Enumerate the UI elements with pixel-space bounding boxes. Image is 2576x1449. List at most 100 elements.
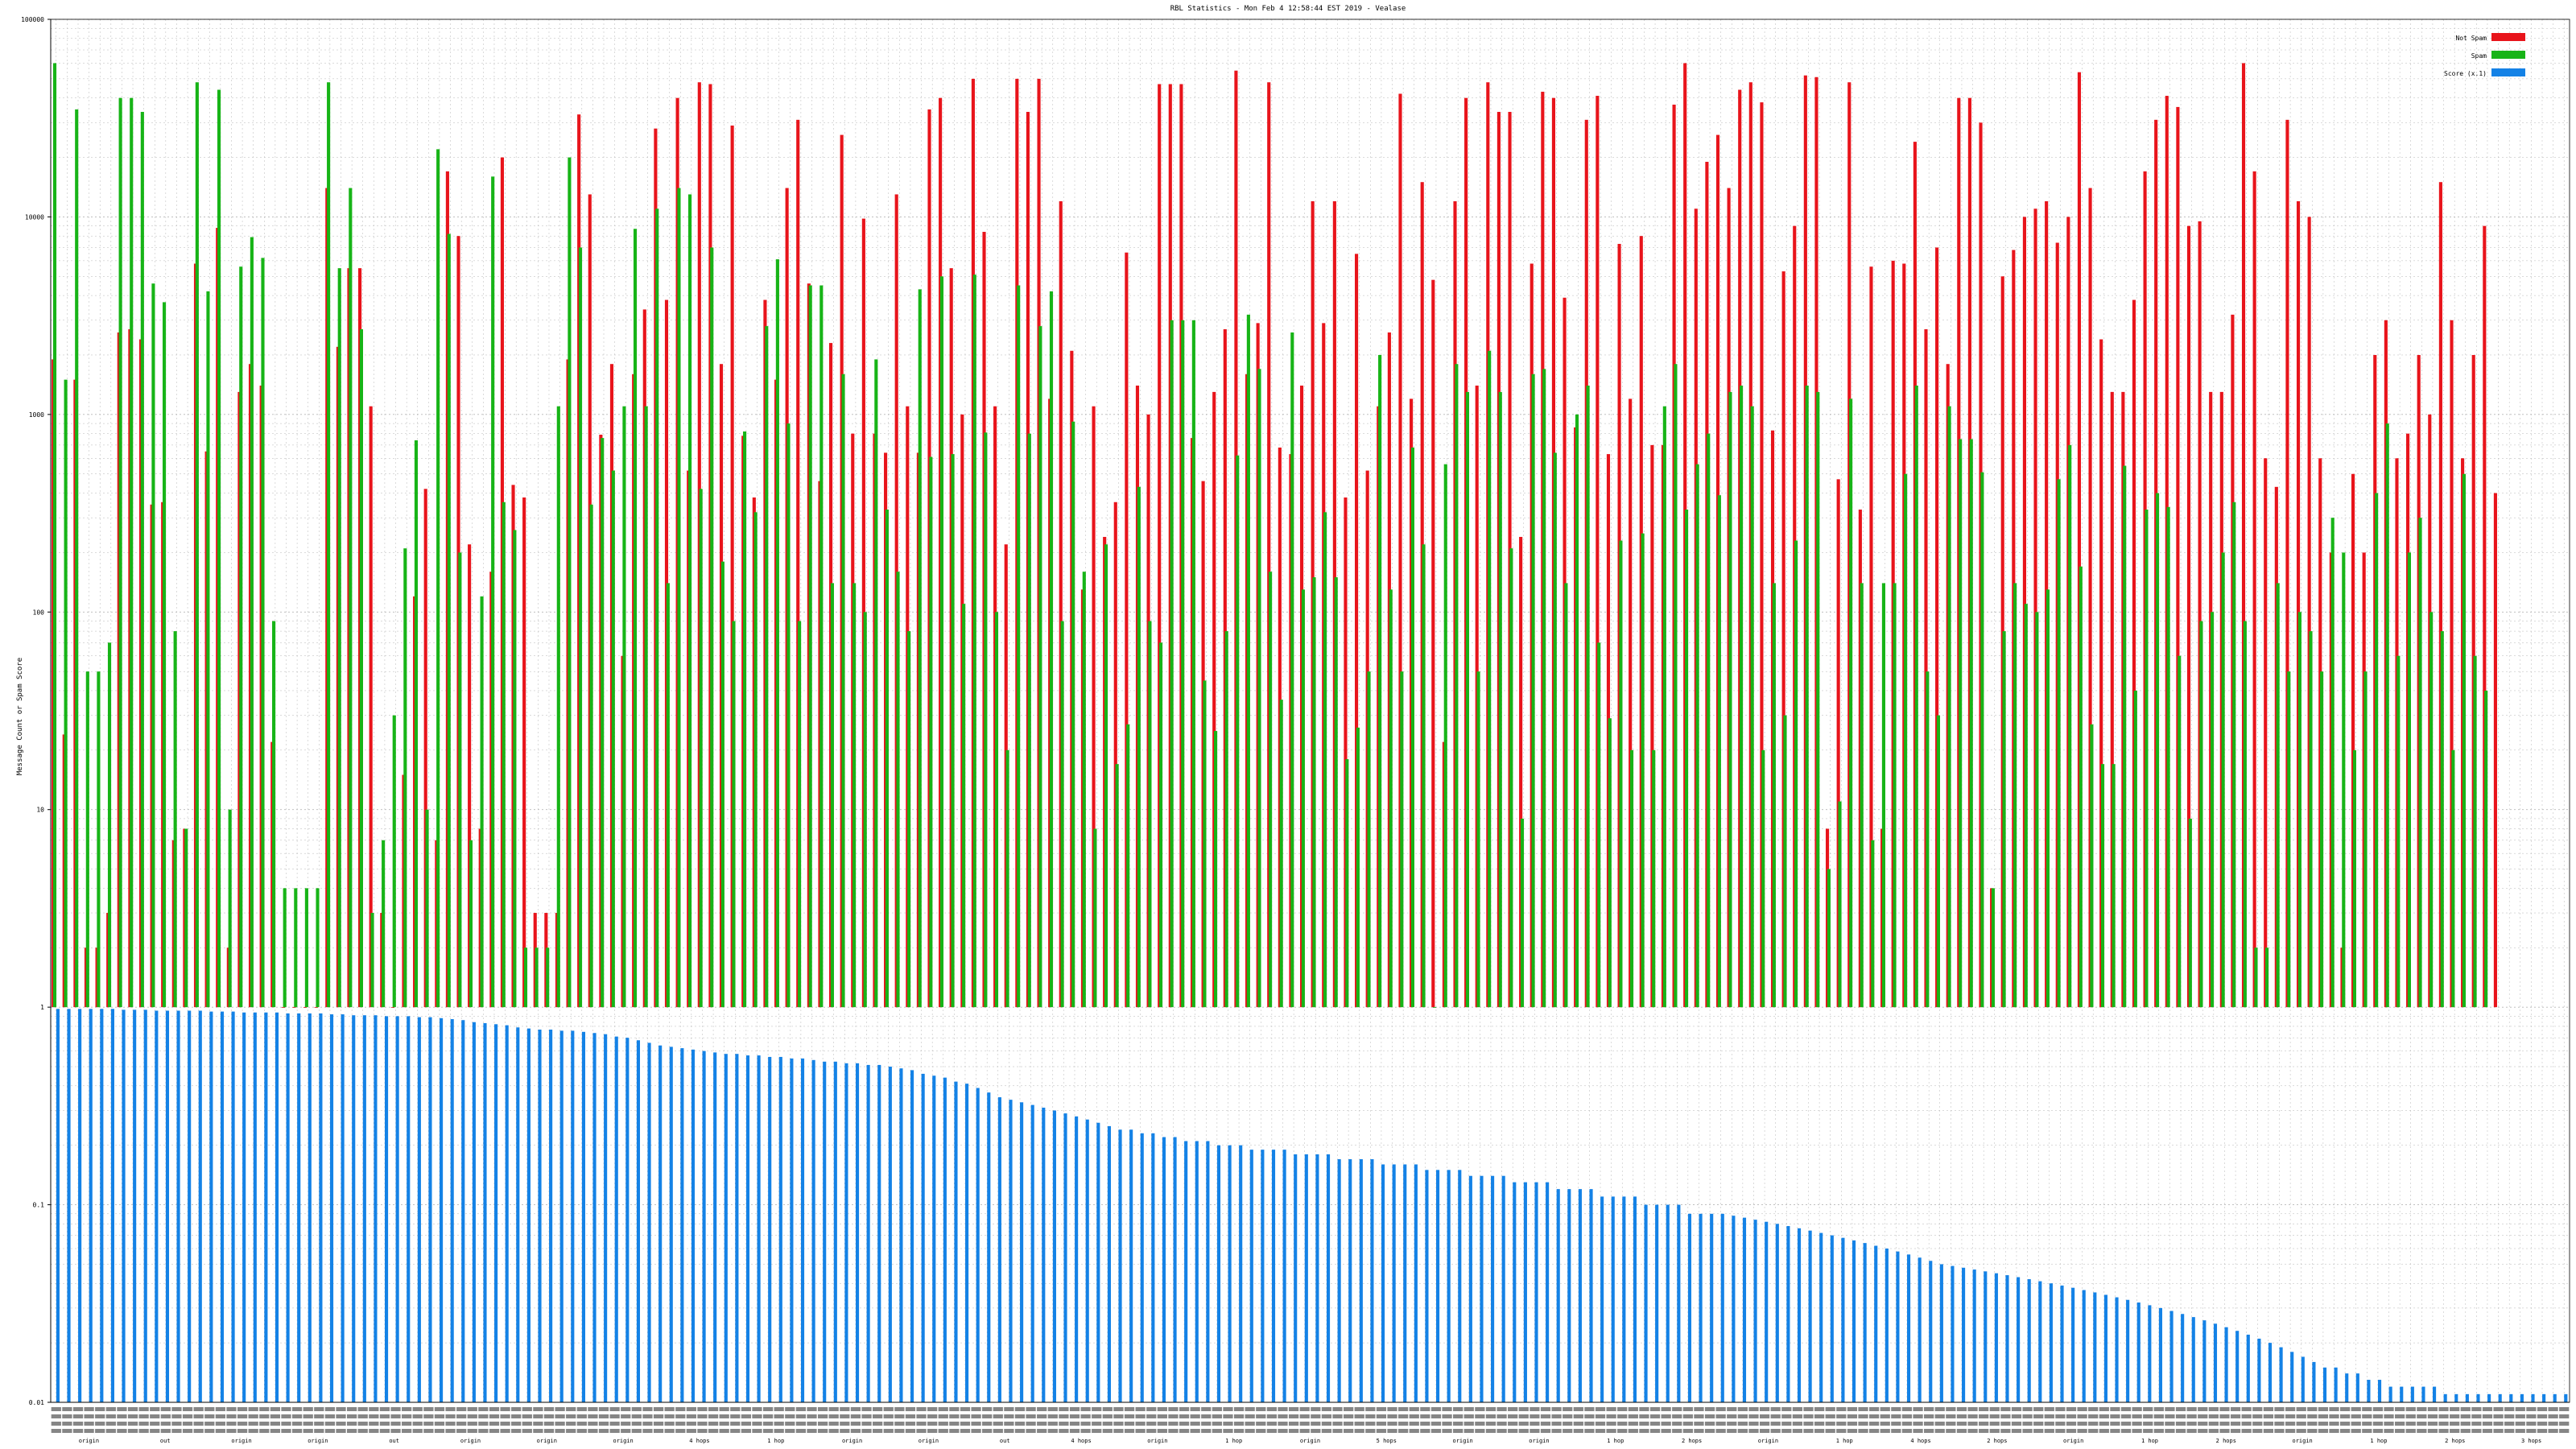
x-tick-label-glyphs	[1485, 1422, 1496, 1426]
spam-bar	[327, 82, 331, 1008]
x-tick-label-glyphs	[1672, 1422, 1682, 1426]
x-tick-label-glyphs	[1530, 1407, 1540, 1411]
x-tick-label-glyphs	[850, 1407, 861, 1411]
x-tick-label-glyphs	[2165, 1422, 2175, 1426]
spam-bar	[2309, 631, 2313, 1008]
x-tick-label-glyphs	[478, 1407, 489, 1411]
x-group-label: origin	[1758, 1438, 1778, 1444]
score-bar	[1447, 1170, 1451, 1402]
x-tick-label-glyphs	[2307, 1422, 2318, 1426]
spam-bar	[1750, 406, 1754, 1008]
x-tick-label-glyphs	[828, 1429, 839, 1433]
x-tick-label-glyphs	[2318, 1407, 2329, 1411]
spam-bar	[1104, 544, 1108, 1008]
x-tick-label-glyphs	[817, 1414, 828, 1418]
x-tick-label-glyphs	[675, 1414, 686, 1418]
x-group-label: 3 hops	[2521, 1438, 2541, 1444]
score-bar	[581, 1031, 585, 1402]
score-bar	[2487, 1393, 2491, 1402]
x-tick-label-glyphs	[1759, 1407, 1770, 1411]
x-tick-label-glyphs	[1595, 1422, 1606, 1426]
spam-bar	[2133, 690, 2137, 1008]
x-tick-label-glyphs	[1059, 1414, 1069, 1418]
x-tick-label-glyphs	[1617, 1407, 1628, 1411]
x-tick-label-glyphs	[270, 1407, 281, 1411]
x-tick-label-glyphs	[916, 1414, 927, 1418]
x-tick-label-glyphs	[1595, 1407, 1606, 1411]
x-tick-label-glyphs	[1967, 1414, 1978, 1418]
score-bar	[987, 1092, 991, 1402]
x-tick-label-glyphs	[2198, 1429, 2208, 1433]
score-bar	[1567, 1189, 1571, 1402]
score-bar	[921, 1073, 925, 1402]
x-tick-label-glyphs	[2241, 1414, 2252, 1418]
x-tick-label-glyphs	[1059, 1429, 1069, 1433]
x-tick-label-glyphs	[1223, 1422, 1233, 1426]
score-bar	[910, 1070, 914, 1402]
not-spam-bar	[1924, 328, 1928, 1008]
x-tick-label-glyphs	[1321, 1407, 1332, 1411]
spam-bar	[1695, 464, 1699, 1008]
score-bar	[888, 1067, 892, 1402]
x-tick-label-glyphs	[1727, 1429, 1737, 1433]
x-tick-label-glyphs	[1059, 1422, 1069, 1426]
x-tick-label-glyphs	[2450, 1429, 2460, 1433]
spam-bar	[1422, 544, 1426, 1008]
x-tick-label-glyphs	[938, 1429, 948, 1433]
x-tick-label-glyphs	[1956, 1407, 1967, 1411]
x-tick-label-glyphs	[2482, 1429, 2493, 1433]
x-tick-label-glyphs	[1014, 1429, 1026, 1433]
score-bar	[352, 1015, 356, 1402]
x-tick-label-glyphs	[762, 1422, 774, 1426]
x-tick-label-glyphs	[1551, 1429, 1562, 1433]
x-tick-label-glyphs	[270, 1414, 281, 1418]
x-tick-label-glyphs	[95, 1407, 105, 1411]
x-tick-label-glyphs	[1124, 1407, 1135, 1411]
x-tick-label-glyphs	[2504, 1422, 2515, 1426]
x-tick-label-glyphs	[785, 1414, 795, 1418]
x-tick-label-glyphs	[2011, 1429, 2022, 1433]
x-tick-label-glyphs	[2339, 1407, 2351, 1411]
spam-bar	[743, 431, 747, 1008]
x-tick-label-glyphs	[2493, 1429, 2504, 1433]
spam-bar	[1619, 540, 1623, 1008]
x-tick-label-glyphs	[1442, 1422, 1452, 1426]
score-bar	[1732, 1216, 1736, 1402]
score-bar	[231, 1011, 235, 1402]
y-tick-label: 1	[40, 1004, 44, 1011]
x-tick-label-glyphs	[894, 1414, 905, 1418]
spam-bar	[2057, 479, 2061, 1008]
spam-bar	[644, 406, 648, 1008]
x-tick-label-glyphs	[1540, 1407, 1551, 1411]
x-tick-label-glyphs	[2033, 1414, 2044, 1418]
x-tick-label-glyphs	[1989, 1414, 2000, 1418]
x-tick-label-glyphs	[346, 1414, 357, 1418]
x-tick-label-glyphs	[2011, 1414, 2022, 1418]
score-bar	[1687, 1213, 1692, 1402]
spam-bar	[2265, 947, 2269, 1008]
x-tick-label-glyphs	[2482, 1407, 2493, 1411]
x-tick-label-glyphs	[686, 1407, 696, 1411]
spam-bar	[666, 583, 670, 1008]
not-spam-bar	[1113, 502, 1117, 1008]
score-bar	[242, 1012, 246, 1402]
x-tick-label-glyphs	[1037, 1429, 1047, 1433]
x-tick-label-glyphs	[346, 1422, 357, 1426]
x-tick-label-glyphs	[543, 1422, 555, 1426]
spam-bar	[184, 828, 188, 1008]
score-bar	[1808, 1230, 1812, 1402]
spam-bar	[1115, 764, 1119, 1008]
x-tick-label-glyphs	[949, 1422, 960, 1426]
x-tick-label-glyphs	[62, 1414, 72, 1418]
spam-bar	[85, 671, 89, 1008]
x-tick-label-glyphs	[817, 1407, 828, 1411]
x-tick-label-glyphs	[314, 1429, 324, 1433]
x-tick-label-glyphs	[807, 1429, 817, 1433]
score-bar	[461, 1020, 465, 1402]
x-tick-label-glyphs	[2252, 1422, 2263, 1426]
x-tick-label-glyphs	[686, 1429, 696, 1433]
score-bar	[790, 1058, 794, 1402]
spam-bar	[414, 440, 419, 1008]
x-tick-label-glyphs	[631, 1407, 642, 1411]
score-bar	[1162, 1137, 1166, 1402]
